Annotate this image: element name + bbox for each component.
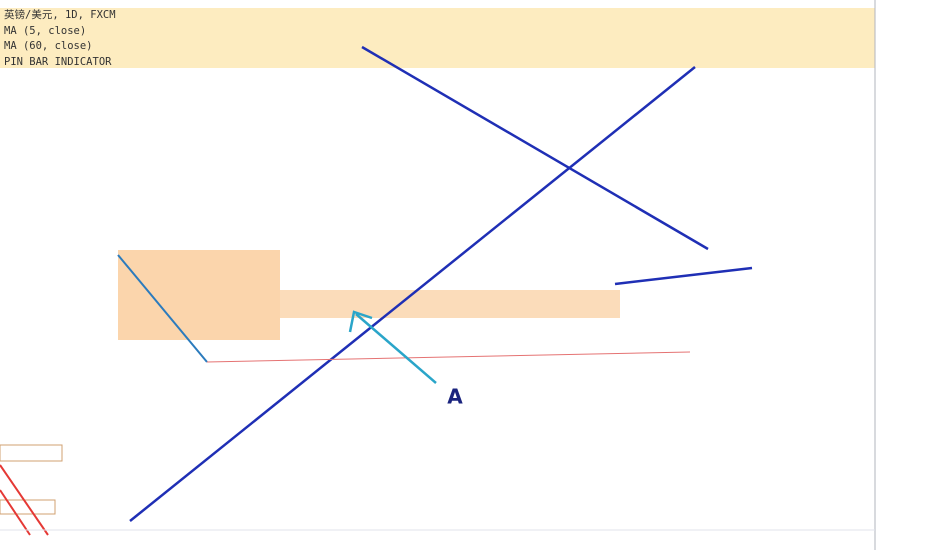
legend-line: MA (5, close)	[4, 25, 86, 37]
trend-line	[614, 266, 753, 286]
zone-box	[280, 290, 620, 318]
legend-line: 英镑/美元, 1D, FXCM	[4, 8, 116, 21]
highlight-band	[0, 8, 875, 68]
indicator-line	[0, 489, 31, 536]
price-axis	[875, 0, 932, 550]
arrow-line	[355, 313, 437, 384]
legend-line: MA (60, close)	[4, 40, 93, 52]
trend-line	[129, 66, 696, 522]
zone-box	[118, 250, 280, 340]
indicator-box	[0, 499, 56, 515]
indicator-line	[0, 464, 49, 536]
trend-line	[361, 45, 709, 251]
legend-line: PIN BAR INDICATOR	[4, 56, 112, 68]
wave-line	[117, 254, 208, 363]
annotation: A	[447, 385, 463, 409]
arrow-head	[348, 310, 373, 333]
pattern-line	[206, 351, 691, 363]
indicator-box	[0, 444, 63, 462]
